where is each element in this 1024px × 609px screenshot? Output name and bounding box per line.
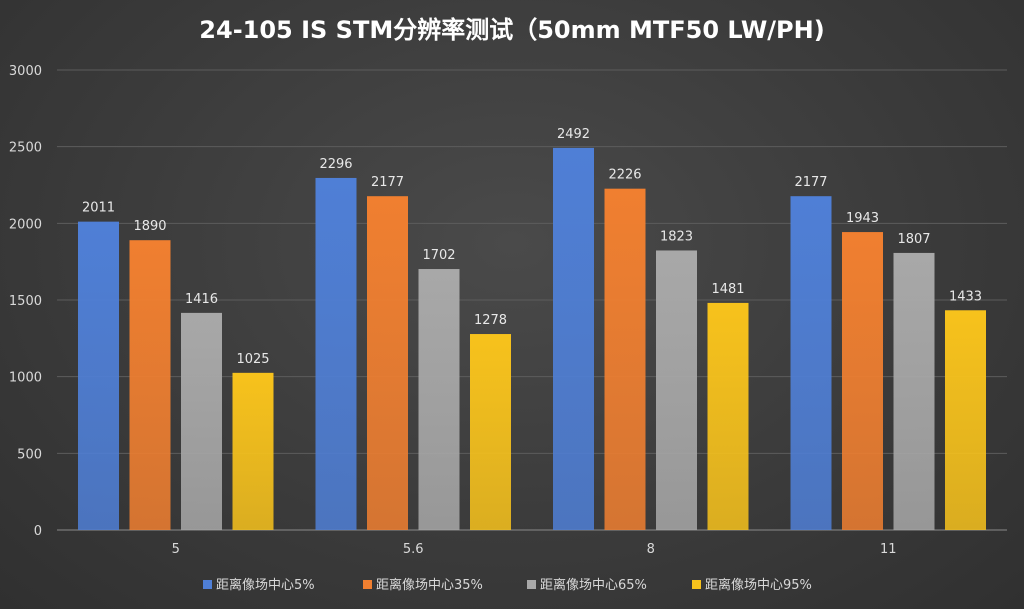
bar [893, 252, 935, 530]
bar [129, 240, 171, 530]
data-label: 2177 [794, 175, 827, 190]
y-tick-label: 3000 [9, 64, 42, 79]
bar [553, 147, 594, 531]
data-label: 2011 [82, 201, 115, 216]
y-tick-label: 1500 [9, 294, 42, 309]
legend-swatch [527, 580, 536, 589]
data-label: 1025 [236, 352, 269, 367]
data-label: 1481 [711, 282, 744, 297]
data-label: 1943 [846, 211, 879, 226]
data-label: 1807 [897, 232, 930, 247]
legend-swatch [692, 580, 701, 589]
bar [945, 310, 986, 530]
legend-label: 距离像场中心95% [705, 577, 812, 593]
y-tick-label: 500 [17, 447, 42, 462]
bar [315, 177, 357, 531]
bar [181, 312, 222, 530]
data-label: 1890 [133, 219, 166, 234]
legend-label: 距离像场中心65% [540, 577, 647, 593]
y-tick-label: 2000 [9, 217, 42, 232]
bar [367, 196, 408, 530]
data-label: 2177 [371, 175, 404, 190]
legend-label: 距离像场中心35% [376, 577, 483, 593]
bar [418, 269, 460, 530]
y-tick-label: 1000 [9, 371, 42, 386]
bar [656, 250, 697, 530]
legend-swatch [203, 580, 212, 589]
bar [232, 372, 274, 530]
data-label: 2226 [608, 168, 641, 183]
x-tick-label: 5.6 [403, 542, 424, 557]
bar [604, 188, 646, 530]
bar [790, 196, 832, 530]
data-label: 2492 [557, 127, 590, 142]
legend-swatch [363, 580, 372, 589]
data-label: 1416 [185, 292, 218, 307]
x-tick-label: 5 [172, 542, 180, 557]
data-label: 2296 [319, 157, 352, 172]
legend-label: 距离像场中心5% [216, 577, 315, 593]
bar [707, 302, 749, 530]
bar [78, 221, 119, 530]
data-label: 1433 [949, 289, 982, 304]
data-label: 1702 [422, 248, 455, 263]
chart-title: 24-105 IS STM分辨率测试（50mm MTF50 LW/PH) [199, 16, 824, 44]
data-label: 1278 [474, 313, 507, 328]
bar [470, 334, 511, 530]
y-tick-label: 0 [34, 524, 42, 539]
data-label: 1823 [660, 229, 693, 244]
y-tick-label: 2500 [9, 141, 42, 156]
x-tick-label: 8 [647, 542, 655, 557]
x-tick-label: 11 [880, 542, 897, 557]
bar [842, 232, 883, 530]
